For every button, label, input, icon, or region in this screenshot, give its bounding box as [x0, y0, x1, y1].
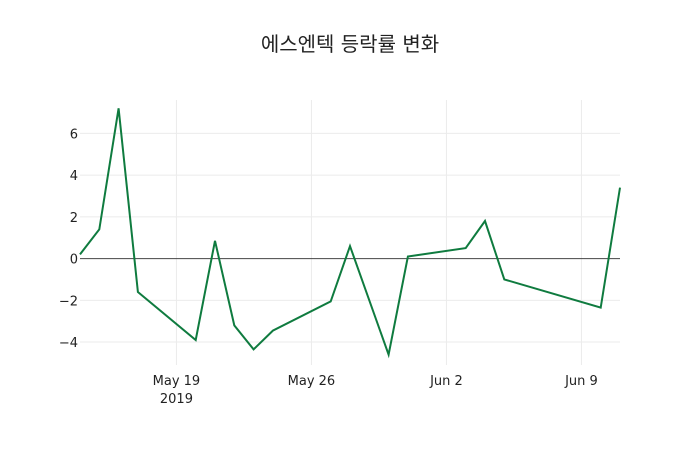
x-axis-ticks: May 19 2019 May 26 Jun 2 Jun 9	[153, 374, 598, 407]
grid-lines	[80, 100, 620, 365]
chart-title: 에스엔텍 등락률 변화	[260, 32, 440, 56]
y-tick-label: 6	[70, 127, 78, 142]
y-tick-label: 2	[70, 211, 78, 226]
x-tick-label: Jun 9	[564, 374, 598, 389]
x-tick-year-label: 2019	[160, 392, 193, 407]
y-axis-ticks: 6 4 2 0 −2 −4	[59, 127, 78, 351]
y-tick-label: 0	[70, 253, 78, 268]
y-tick-label: −2	[59, 294, 78, 309]
y-tick-label: −4	[59, 336, 78, 351]
x-tick-label: Jun 2	[429, 374, 463, 389]
x-tick-label: May 26	[288, 374, 336, 389]
x-tick-label: May 19	[153, 374, 201, 389]
y-tick-label: 4	[70, 169, 78, 184]
series-polyline	[79, 108, 621, 359]
series-line	[79, 108, 621, 359]
